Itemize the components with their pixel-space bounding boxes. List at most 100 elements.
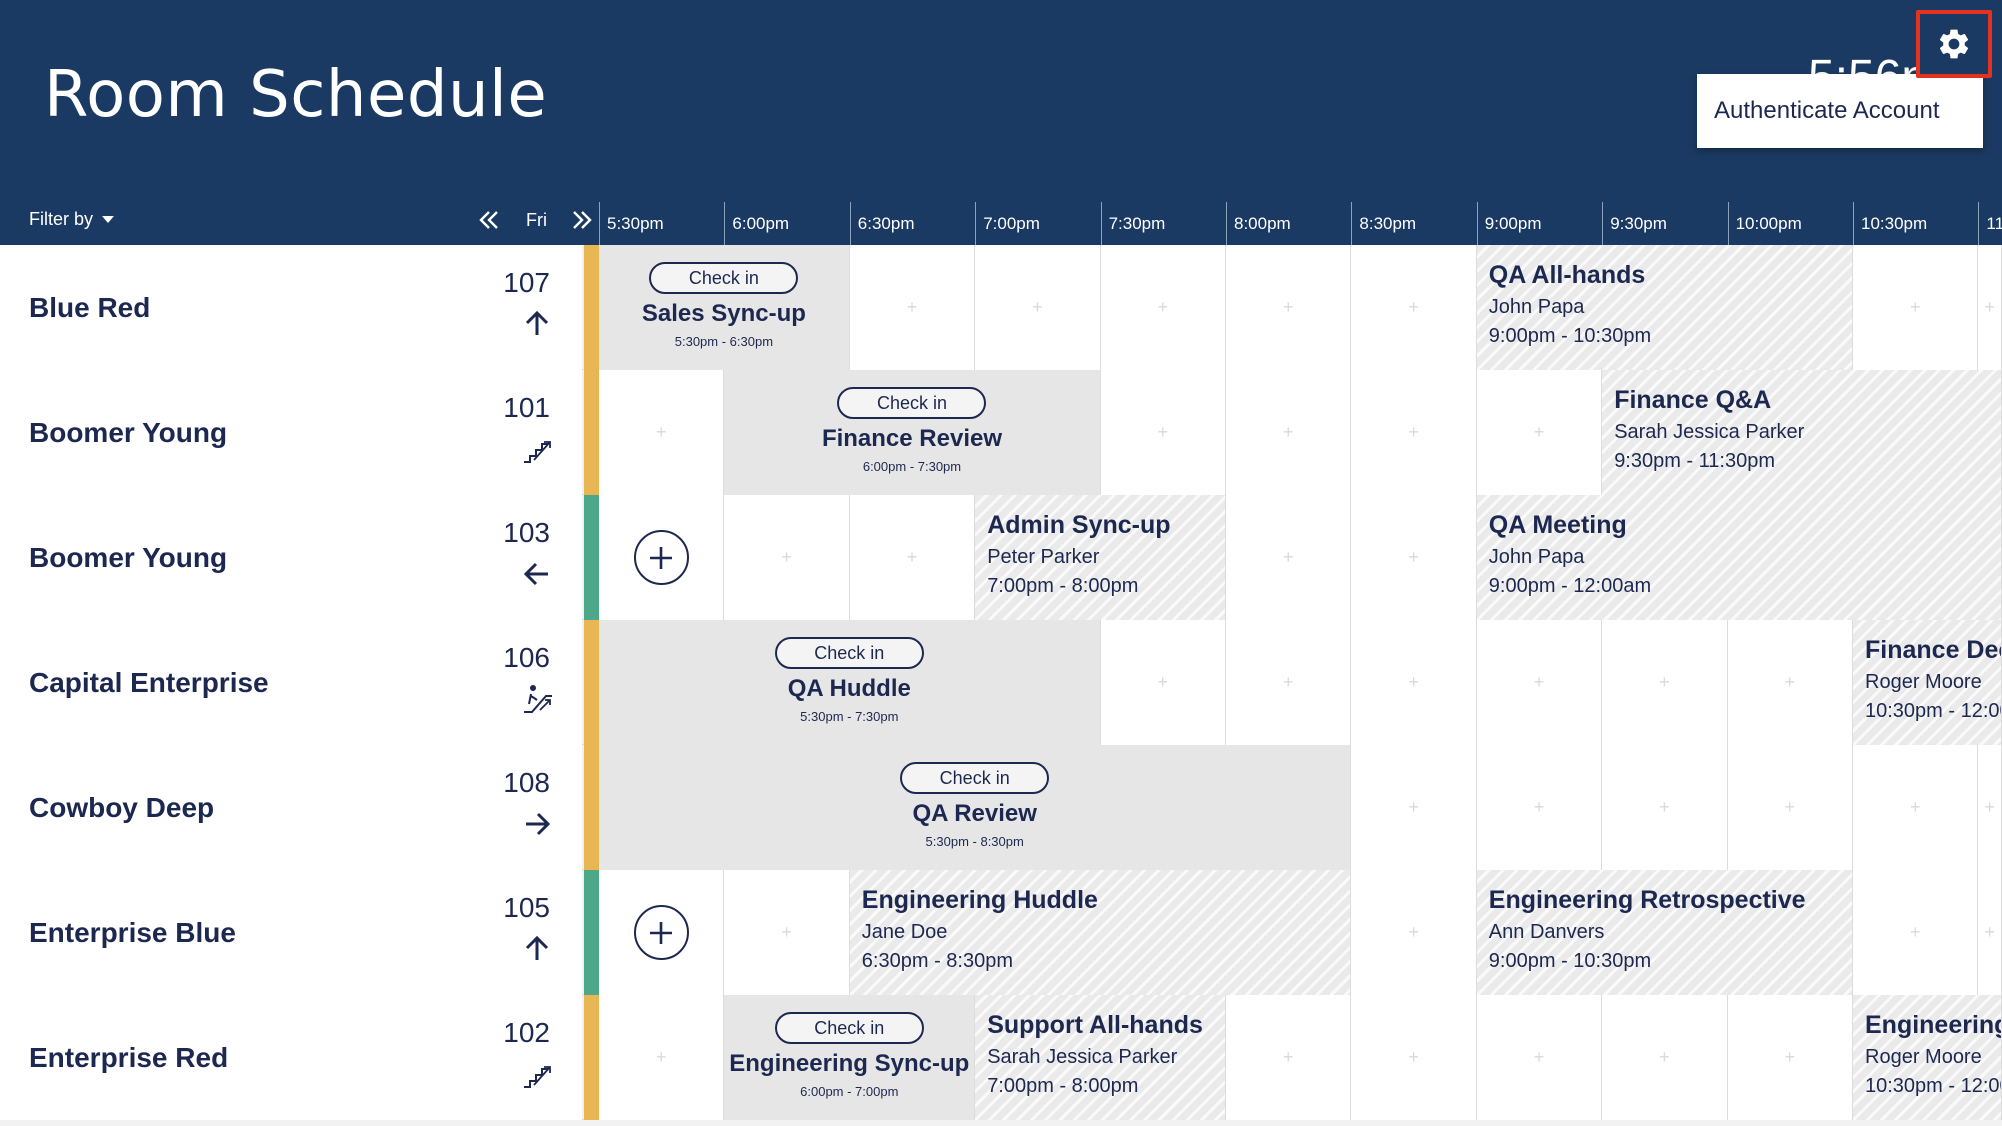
room-info: Blue Red 107 [0, 245, 582, 370]
empty-slot[interactable]: + [1978, 245, 2002, 370]
event-title: Finance Review [821, 425, 1003, 452]
next-day-button[interactable] [567, 207, 597, 233]
current-event: Check in Engineering Sync-up 6:00pm - 7:00… [724, 995, 976, 1120]
empty-slot[interactable]: + [1226, 495, 1352, 620]
check-in-button[interactable]: Check in [649, 262, 799, 294]
empty-slot[interactable]: + [1100, 370, 1226, 495]
upcoming-event[interactable]: Engineering Roger Moore 10:30pm - 12:00am [1853, 995, 2002, 1120]
stairs-icon [524, 441, 551, 463]
upcoming-event[interactable]: QA All-hands John Papa 9:00pm - 10:30pm [1476, 245, 1853, 370]
empty-slot[interactable]: + [1476, 745, 1603, 870]
empty-slot[interactable]: + [1602, 620, 1728, 745]
room-number: 106 [503, 642, 550, 673]
check-in-button[interactable]: Check in [900, 762, 1050, 794]
check-in-button[interactable]: Check in [774, 637, 924, 669]
empty-slot[interactable]: + [1226, 245, 1352, 370]
empty-slot[interactable]: + [1978, 745, 2002, 870]
event-time: 7:00pm - 8:00pm [987, 1075, 1139, 1097]
empty-slot[interactable]: + [1476, 370, 1603, 495]
empty-slot[interactable]: + [1602, 995, 1728, 1120]
header-bar: Room Schedule 5:56p Authenticate Account… [0, 0, 2002, 245]
empty-slot[interactable]: + [1351, 370, 1477, 495]
add-booking-button[interactable] [633, 905, 689, 960]
empty-slot[interactable]: + [1727, 745, 1853, 870]
empty-slot[interactable]: + [1100, 245, 1226, 370]
faint-plus-icon: + [1909, 297, 1921, 317]
event-title: Support All-hands [987, 1011, 1203, 1039]
add-booking-button[interactable] [633, 530, 689, 585]
empty-slot[interactable]: + [1853, 245, 1979, 370]
room-name: Cowboy Deep [29, 792, 215, 823]
room-number: 105 [503, 892, 550, 923]
event-organizer: Sarah Jessica Parker [1614, 421, 1805, 443]
room-name: Boomer Young [29, 417, 228, 448]
upcoming-event[interactable]: Engineering Huddle Jane Doe 6:30pm - 8:30p… [849, 870, 1352, 995]
empty-slot[interactable]: + [1602, 745, 1728, 870]
authenticate-account-menu-item[interactable]: Authenticate Account [1697, 74, 1983, 148]
room-info: Capital Enterprise 106 [0, 620, 582, 745]
event-title: QA Review [912, 800, 1037, 827]
empty-slot[interactable]: + [724, 495, 850, 620]
faint-plus-icon: + [1408, 672, 1419, 692]
book-slot[interactable] [599, 495, 725, 620]
empty-slot[interactable]: + [1226, 620, 1352, 745]
check-in-button[interactable]: Check in [837, 387, 987, 419]
faint-plus-icon: + [1659, 797, 1670, 817]
faint-plus-icon: + [781, 547, 792, 567]
empty-slot[interactable]: + [1351, 745, 1477, 870]
empty-slot[interactable]: + [1100, 620, 1226, 745]
empty-slot[interactable]: + [849, 495, 976, 620]
empty-slot[interactable]: + [1727, 995, 1853, 1120]
empty-slot[interactable]: + [1727, 620, 1853, 745]
current-event: Check in Sales Sync-up 5:30pm - 6:30pm [599, 245, 850, 370]
previous-day-button[interactable] [474, 207, 504, 233]
upcoming-event[interactable]: QA Meeting John Papa 9:00pm - 12:00am [1476, 495, 2002, 620]
faint-plus-icon: + [1984, 922, 1995, 942]
empty-slot[interactable]: + [1853, 870, 1979, 995]
event-title: Finance Q&A [1614, 386, 1772, 414]
check-in-button[interactable]: Check in [774, 1012, 924, 1044]
upcoming-event[interactable]: Support All-hands Sarah Jessica Parker 7:0… [975, 995, 1226, 1120]
event-title: Admin Sync-up [987, 511, 1171, 539]
empty-slot[interactable]: + [599, 370, 725, 495]
current-event: Check in Finance Review 6:00pm - 7:30pm [724, 370, 1101, 495]
empty-slot[interactable]: + [1853, 745, 1979, 870]
event-time: 6:00pm - 7:00pm [800, 1084, 899, 1099]
plus-icon [650, 921, 673, 944]
empty-slot[interactable]: + [1226, 370, 1352, 495]
room-name: Boomer Young [29, 542, 228, 573]
empty-slot[interactable]: + [1476, 995, 1603, 1120]
faint-plus-icon: + [1282, 422, 1294, 442]
faint-plus-icon: + [1784, 672, 1796, 692]
empty-slot[interactable]: + [1978, 870, 2002, 995]
room-info: Enterprise Red 102 [0, 995, 582, 1120]
empty-slot[interactable]: + [724, 870, 850, 995]
room-info: Boomer Young 101 [0, 370, 582, 495]
empty-slot[interactable]: + [1351, 495, 1477, 620]
event-title: QA All-hands [1488, 261, 1646, 289]
book-slot[interactable] [599, 870, 725, 995]
room-name: Capital Enterprise [29, 667, 269, 698]
empty-slot[interactable]: + [1476, 620, 1603, 745]
event-organizer: Ann Danvers [1488, 921, 1605, 943]
empty-slot[interactable]: + [599, 995, 725, 1120]
filter-dropdown[interactable]: Filter by [29, 209, 115, 230]
empty-slot[interactable]: + [975, 245, 1101, 370]
filter-label: Filter by [29, 209, 94, 229]
empty-slot[interactable]: + [1226, 995, 1352, 1120]
empty-slot[interactable]: + [1351, 245, 1477, 370]
settings-button[interactable] [1916, 10, 1992, 78]
upcoming-event[interactable]: Finance Q&A Sarah Jessica Parker 9:30pm - … [1602, 370, 2002, 495]
empty-slot[interactable]: + [849, 245, 976, 370]
empty-slot[interactable]: + [1351, 995, 1477, 1120]
empty-slot[interactable]: + [1351, 620, 1477, 745]
upcoming-event[interactable]: Engineering Retrospective Ann Danvers 9:00… [1476, 870, 1853, 995]
event-title: Finance Deep Dive [1865, 636, 2001, 664]
empty-slot[interactable]: + [1351, 870, 1477, 995]
upcoming-event[interactable]: Finance Deep Dive Roger Moore 10:30pm - 12… [1853, 620, 2002, 745]
room-row: Boomer Young 101 + + + + + Check in Finance Revi… [0, 370, 2002, 495]
event-organizer: Jane Doe [861, 921, 948, 943]
faint-plus-icon: + [1408, 297, 1419, 317]
faint-plus-icon: + [1533, 1047, 1545, 1067]
upcoming-event[interactable]: Admin Sync-up Peter Parker 7:00pm - 8:00pm [975, 495, 1226, 620]
